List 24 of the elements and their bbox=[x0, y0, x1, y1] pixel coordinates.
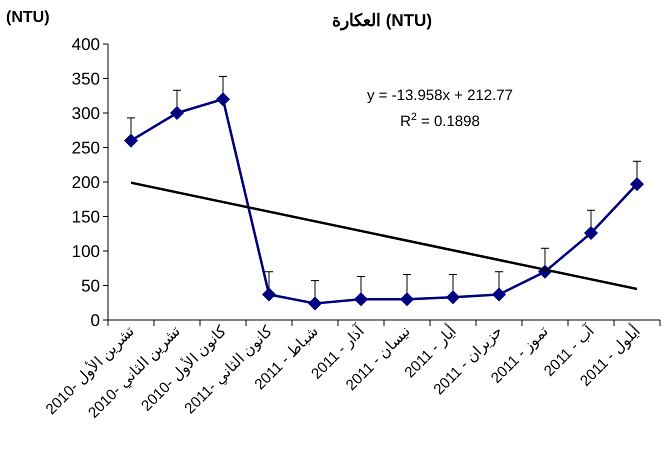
y-tick-label: 300 bbox=[72, 104, 100, 123]
point bbox=[630, 177, 644, 192]
y-axis-title: (NTU) bbox=[6, 9, 50, 26]
point bbox=[400, 292, 414, 306]
point bbox=[308, 296, 322, 310]
point bbox=[262, 287, 276, 302]
y-tick-label: 400 bbox=[72, 35, 100, 54]
y-tick-label: 350 bbox=[72, 70, 100, 88]
chart-title: العكارة (NTU) bbox=[332, 11, 432, 31]
point bbox=[124, 134, 138, 148]
y-tick-label: 200 bbox=[72, 173, 100, 192]
point bbox=[170, 106, 184, 120]
point bbox=[216, 92, 230, 106]
point bbox=[446, 290, 460, 304]
point bbox=[492, 287, 506, 302]
annotation: y = -13.958x + 212.77 bbox=[367, 87, 513, 104]
annotation: R$^{2}$ = 0.1898 bbox=[400, 111, 480, 130]
y-tick-label: 0 bbox=[90, 311, 100, 330]
y-tick-label: 150 bbox=[72, 208, 100, 226]
y-tick-label: 250 bbox=[72, 138, 100, 158]
point bbox=[584, 226, 598, 240]
point bbox=[354, 292, 368, 306]
y-tick-label: 100 bbox=[72, 242, 100, 261]
y-tick-label: 50 bbox=[81, 276, 100, 296]
